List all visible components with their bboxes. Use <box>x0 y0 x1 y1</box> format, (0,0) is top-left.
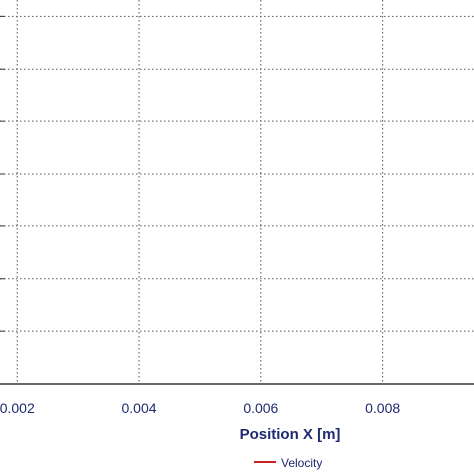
x-axis-title: Position X [m] <box>240 426 341 443</box>
x-tick-label: 0.004 <box>122 400 157 416</box>
x-tick-label: 0.008 <box>365 400 400 416</box>
legend-label-velocity: Velocity <box>281 456 322 470</box>
legend: Velocity <box>254 456 322 470</box>
x-tick-label: 0.006 <box>243 400 278 416</box>
x-tick-label: 0.002 <box>0 400 35 416</box>
x-tick-labels: 0.002 0.004 0.006 0.008 <box>0 400 400 416</box>
plot-frame <box>0 15 474 385</box>
grid <box>0 0 474 384</box>
